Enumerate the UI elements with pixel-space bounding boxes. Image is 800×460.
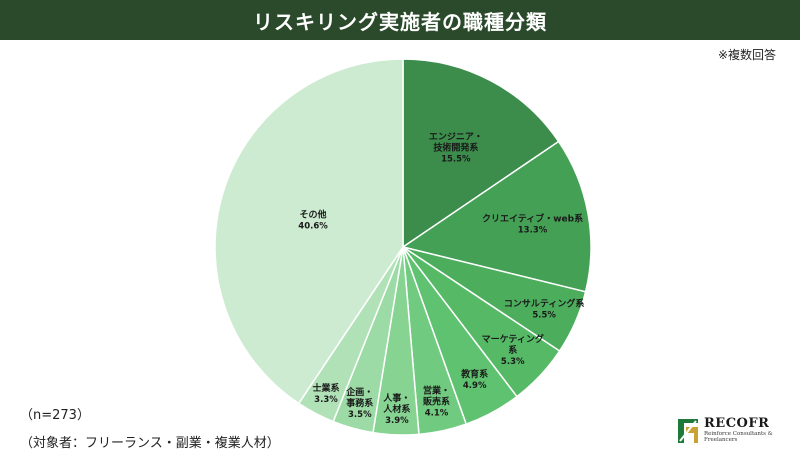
slice-percent-label: 5.5% (532, 311, 556, 321)
slice-category-label: 販売系 (423, 396, 450, 408)
slice-category-label: 技術開発系 (433, 142, 478, 154)
slice-percent-label: 13.3% (518, 226, 548, 236)
slice-percent-label: 3.3% (314, 395, 338, 405)
pie-slice (402, 58, 560, 249)
slice-category-label: マーケティング (482, 333, 544, 345)
slice-category-label: 事務系 (346, 397, 373, 409)
slice-percent-label: 5.3% (501, 357, 525, 367)
slice-category-label: コンサルティング系 (504, 298, 584, 310)
slice-percent-label: 40.6% (298, 222, 328, 232)
pie-slice (214, 58, 404, 405)
company-logo: RECOFR Reinforce Consultants & Freelance… (676, 412, 784, 448)
slice-percent-label: 4.9% (463, 381, 487, 391)
sample-size-note: （n=273） (20, 408, 90, 423)
slice-category-label: 士業系 (312, 382, 339, 394)
slice-percent-label: 3.5% (348, 410, 372, 420)
slice-percent-label: 15.5% (441, 155, 471, 165)
slice-category-label: 教育系 (460, 368, 488, 380)
slice-category-label: 企画・ (345, 386, 373, 398)
multiple-answer-note: ※複数回答 (717, 48, 776, 62)
recofr-logo-icon (678, 419, 698, 443)
slice-category-label: 人材系 (382, 403, 410, 415)
logo-tagline: Reinforce Consultants & Freelancers (704, 431, 773, 443)
slice-percent-label: 3.9% (385, 416, 409, 426)
slice-percent-label: 4.1% (425, 409, 449, 419)
slice-category-label: 系 (508, 344, 517, 356)
slice-category-label: その他 (300, 209, 327, 221)
slice-category-label: 人事・ (382, 392, 410, 404)
chart-title: リスキリング実施者の職種分類 (253, 9, 547, 34)
target-audience-note: （対象者：フリーランス・副業・複業人材） (20, 436, 280, 451)
pie-slice (401, 140, 592, 293)
slice-category-label: エンジニア・ (429, 132, 483, 143)
chart-title-bar: リスキリング実施者の職種分類 (0, 0, 800, 40)
slice-category-label: クリエイティブ・web系 (482, 213, 583, 225)
slice-category-label: 営業・ (423, 385, 450, 397)
logo-name: RECOFR (704, 416, 770, 431)
